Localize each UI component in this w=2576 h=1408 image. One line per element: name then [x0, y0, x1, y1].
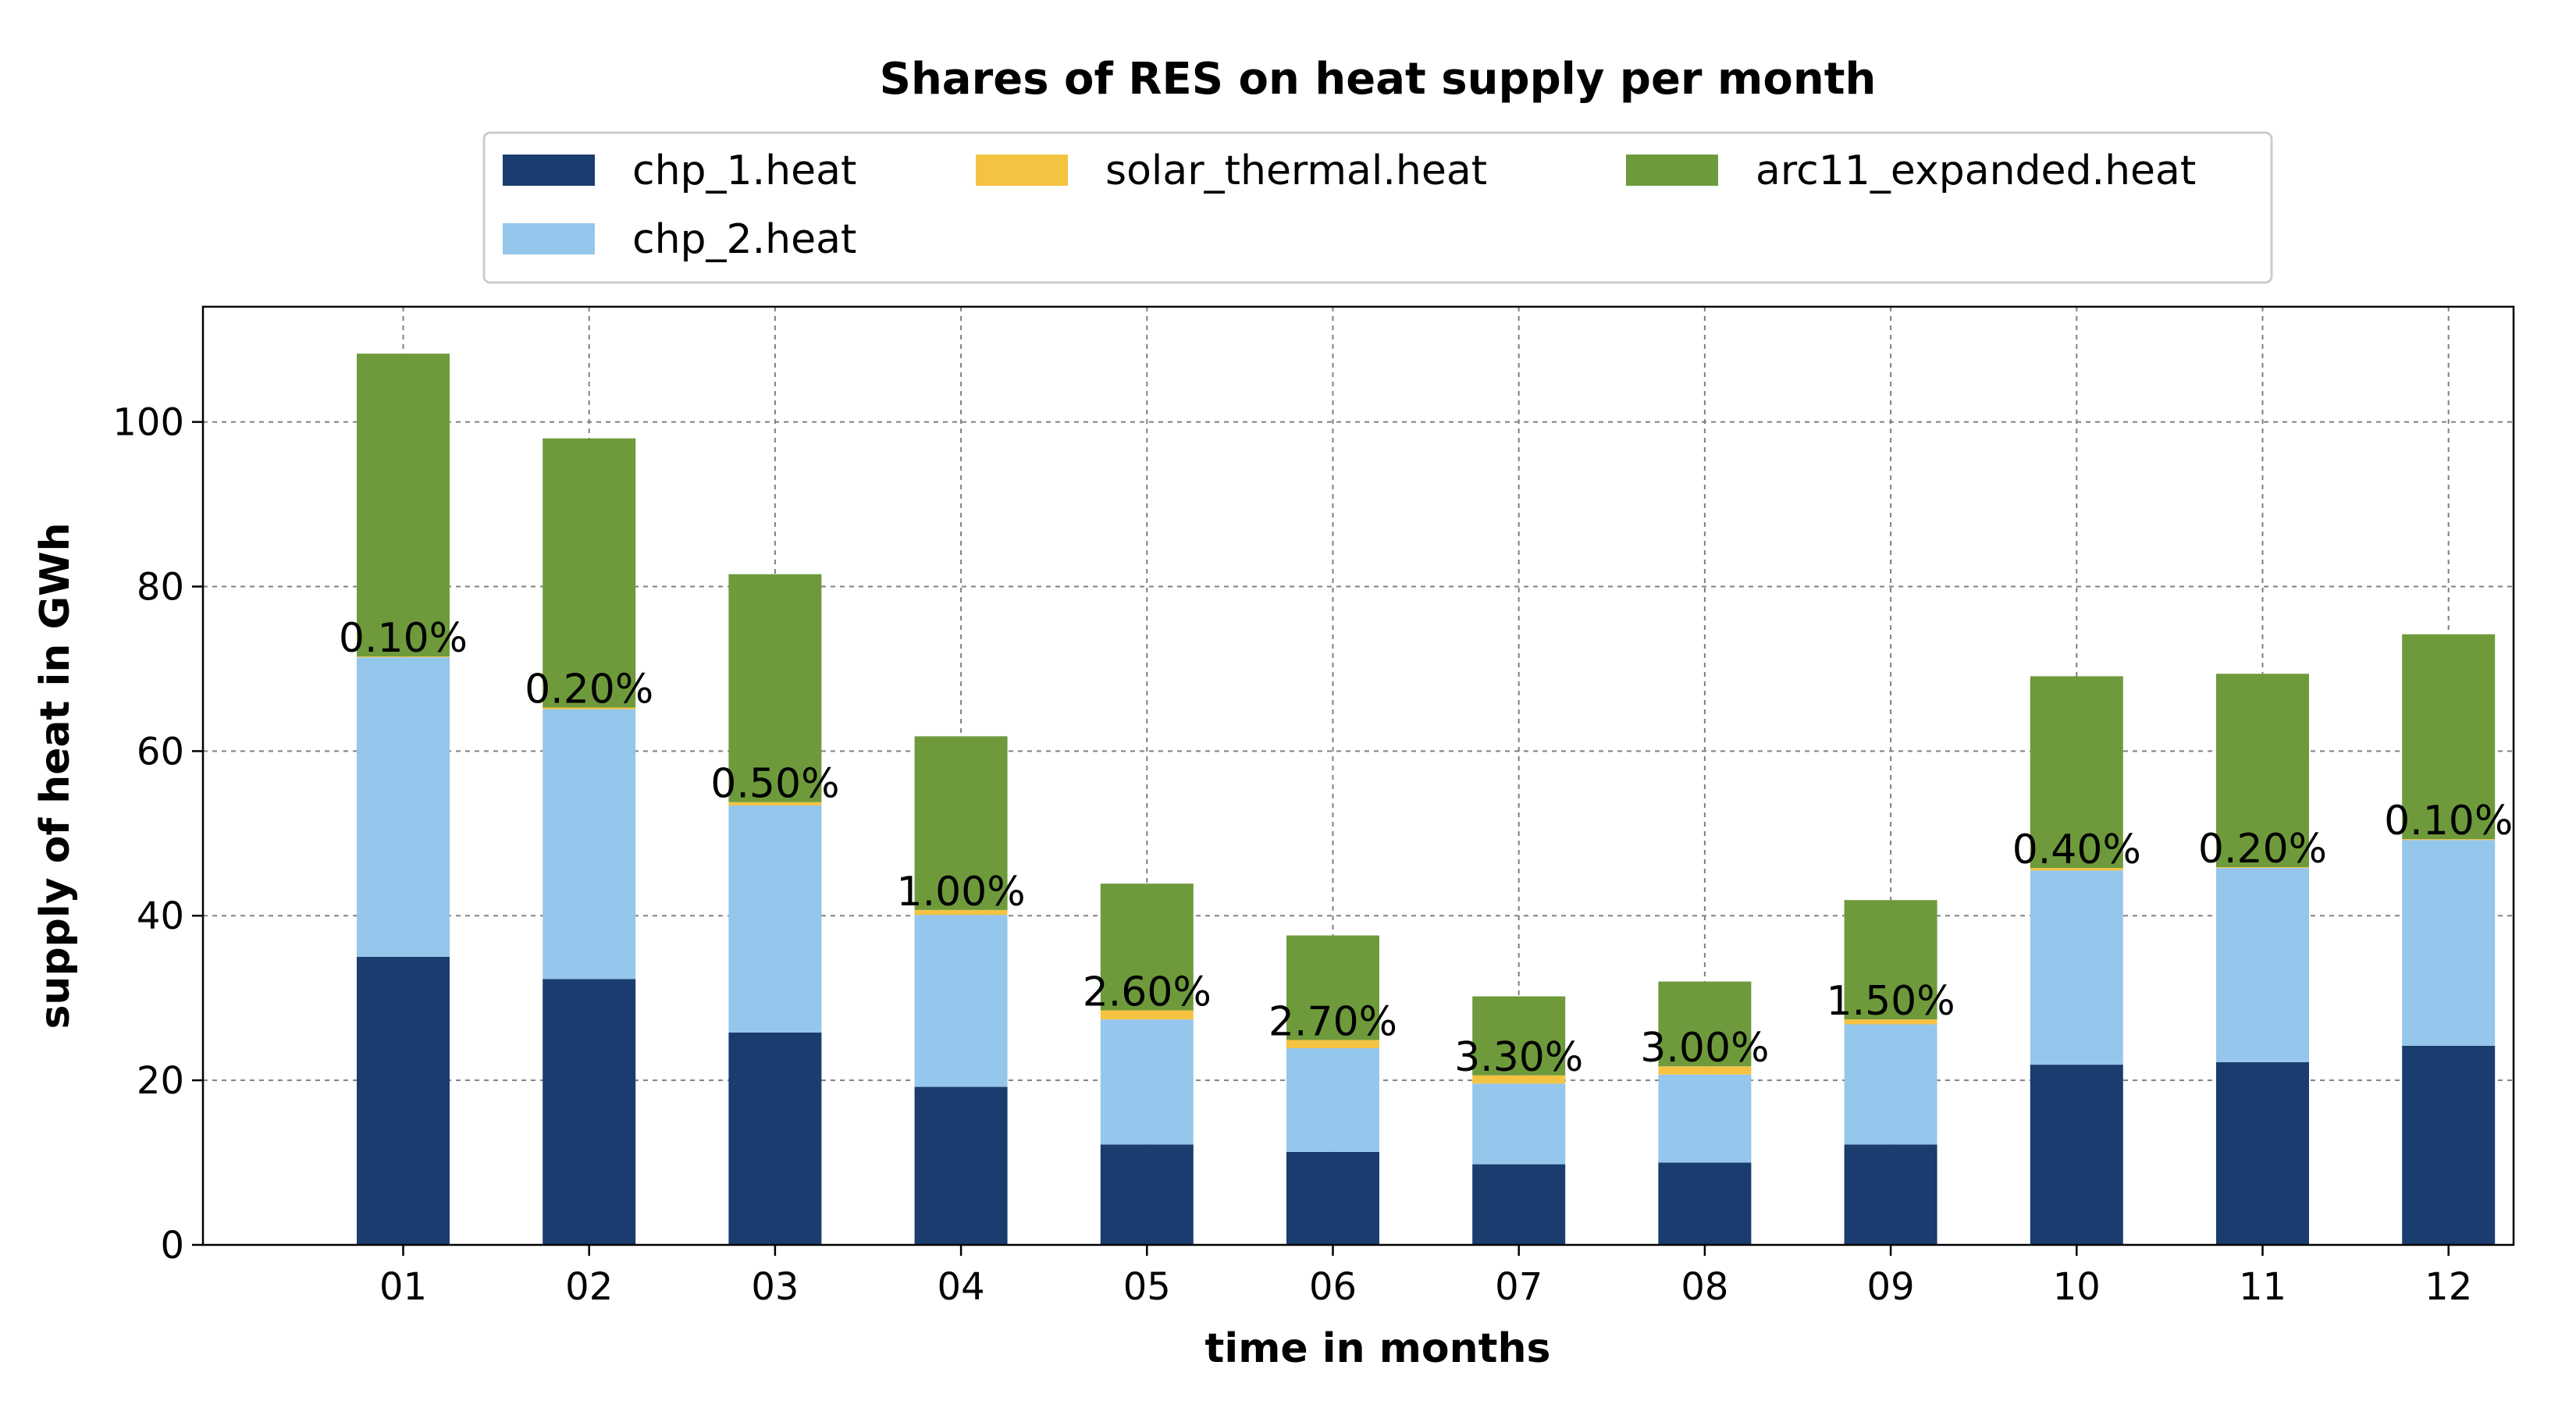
y-tick-label: 20	[137, 1059, 184, 1103]
bar-chp-1-heat-09	[1844, 1144, 1937, 1245]
bar-chp-1-heat-11	[2216, 1061, 2309, 1245]
bar-solar-thermal-heat-08	[1658, 1066, 1752, 1075]
x-tick-label-05: 05	[1123, 1265, 1171, 1309]
x-tick-label-07: 07	[1495, 1265, 1542, 1309]
y-tick-label: 100	[112, 401, 184, 445]
pct-label-04: 1.00%	[896, 869, 1025, 916]
legend-swatch-chp-1-heat	[503, 155, 595, 186]
x-axis-label: time in months	[1205, 1325, 1551, 1372]
bar-chp-2-heat-09	[1844, 1024, 1937, 1145]
pct-label-01: 0.10%	[339, 615, 468, 662]
x-tick-label-03: 03	[751, 1265, 799, 1309]
bar-solar-thermal-heat-06	[1286, 1040, 1379, 1049]
bar-chp-1-heat-02	[543, 979, 636, 1245]
bar-chp-1-heat-01	[357, 956, 450, 1245]
bar-chp-2-heat-11	[2216, 868, 2309, 1062]
legend-label-chp-1-heat: chp_1.heat	[632, 148, 856, 194]
y-tick-label: 40	[137, 894, 184, 938]
bar-solar-thermal-heat-11	[2216, 867, 2309, 869]
bar-arc11-expanded-heat-06	[1286, 935, 1379, 1040]
bar-arc11-expanded-heat-09	[1844, 900, 1937, 1020]
bar-chp-2-heat-05	[1100, 1019, 1194, 1145]
bar-arc11-expanded-heat-07	[1472, 996, 1566, 1076]
bar-solar-thermal-heat-01	[357, 656, 450, 658]
legend-label-chp-2-heat: chp_2.heat	[632, 216, 856, 263]
y-tick-label: 60	[137, 730, 184, 773]
bar-chp-2-heat-02	[543, 709, 636, 980]
bar-chp-1-heat-08	[1658, 1162, 1752, 1245]
bar-solar-thermal-heat-12	[2402, 839, 2496, 841]
bar-chp-2-heat-08	[1658, 1074, 1752, 1163]
pct-label-09: 1.50%	[1826, 978, 1955, 1025]
bar-chp-1-heat-12	[2402, 1045, 2496, 1245]
y-axis-label: supply of heat in GWh	[32, 522, 79, 1029]
pct-label-12: 0.10%	[2384, 798, 2513, 844]
bar-arc11-expanded-heat-08	[1658, 981, 1752, 1067]
pct-label-07: 3.30%	[1454, 1034, 1583, 1081]
pct-label-06: 2.70%	[1268, 998, 1397, 1045]
pct-label-05: 2.60%	[1083, 969, 1212, 1016]
legend: chp_1.heat chp_2.heat solar_thermal.heat ar…	[482, 131, 2273, 284]
bar-arc11-expanded-heat-12	[2402, 634, 2496, 840]
bar-solar-thermal-heat-10	[2030, 868, 2123, 871]
legend-frame	[482, 131, 2273, 284]
pct-label-03: 0.50%	[710, 761, 839, 808]
bar-arc11-expanded-heat-02	[543, 438, 636, 708]
bar-chp-1-heat-07	[1472, 1164, 1566, 1245]
bar-arc11-expanded-heat-01	[357, 354, 450, 657]
x-tick-label-06: 06	[1309, 1265, 1357, 1309]
chart-title: Shares of RES on heat supply per month	[880, 54, 1877, 105]
legend-swatch-solar-thermal-heat	[976, 155, 1068, 186]
pct-label-08: 3.00%	[1640, 1025, 1769, 1072]
y-tick-label: 80	[137, 565, 184, 609]
x-tick-label-02: 02	[565, 1265, 613, 1309]
y-tick-label: 0	[160, 1224, 184, 1268]
bar-chp-2-heat-12	[2402, 840, 2496, 1046]
legend-swatch-chp-2-heat	[503, 223, 595, 254]
bar-chp-2-heat-04	[914, 915, 1008, 1087]
bar-arc11-expanded-heat-04	[914, 736, 1008, 910]
x-tick-label-11: 11	[2239, 1265, 2286, 1309]
bar-chp-1-heat-06	[1286, 1151, 1379, 1245]
pct-label-02: 0.20%	[525, 666, 653, 713]
plot-frame	[201, 305, 2515, 1246]
percentage-labels: 0.10% 0.20% 0.50% 1.00% 2.60% 2.70% 3.30% 3.00%…	[339, 615, 2513, 1081]
bar-chp-1-heat-04	[914, 1086, 1008, 1245]
x-tick-label-01: 01	[379, 1265, 427, 1309]
legend-label-solar-thermal-heat: solar_thermal.heat	[1105, 148, 1487, 194]
bar-solar-thermal-heat-05	[1100, 1010, 1194, 1020]
bar-solar-thermal-heat-07	[1472, 1075, 1566, 1084]
bar-solar-thermal-heat-04	[914, 909, 1008, 916]
x-tick-label-04: 04	[938, 1265, 985, 1309]
x-tick-label-12: 12	[2425, 1265, 2472, 1309]
bar-arc11-expanded-heat-10	[2030, 676, 2123, 869]
pct-label-11: 0.20%	[2198, 826, 2327, 873]
bar-chp-1-heat-03	[728, 1032, 822, 1245]
bar-arc11-expanded-heat-03	[728, 574, 822, 802]
bar-chp-2-heat-03	[728, 805, 822, 1033]
bar-solar-thermal-heat-03	[728, 802, 822, 805]
bar-chp-1-heat-05	[1100, 1144, 1194, 1245]
legend-label-arc11-expanded-heat: arc11_expanded.heat	[1756, 148, 2196, 194]
pct-label-10: 0.40%	[2012, 827, 2141, 873]
bar-chp-2-heat-06	[1286, 1048, 1379, 1152]
bar-solar-thermal-heat-02	[543, 707, 636, 709]
bar-arc11-expanded-heat-05	[1100, 884, 1194, 1011]
bar-arc11-expanded-heat-11	[2216, 674, 2309, 868]
x-tick-label-09: 09	[1867, 1265, 1915, 1309]
bars	[357, 354, 2496, 1245]
x-tick-label-08: 08	[1681, 1265, 1728, 1309]
axis-ticks: 0 20 40 60 80 100 01 02 03 04 05 06 07 08 09 10 11 12	[112, 401, 2472, 1309]
x-tick-label-10: 10	[2053, 1265, 2101, 1309]
bar-chp-2-heat-01	[357, 657, 450, 957]
bar-chp-2-heat-10	[2030, 870, 2123, 1065]
bar-chp-2-heat-07	[1472, 1083, 1566, 1164]
bar-solar-thermal-heat-09	[1844, 1019, 1937, 1025]
legend-swatch-arc11-expanded-heat	[1626, 155, 1718, 186]
bar-chp-1-heat-10	[2030, 1065, 2123, 1245]
